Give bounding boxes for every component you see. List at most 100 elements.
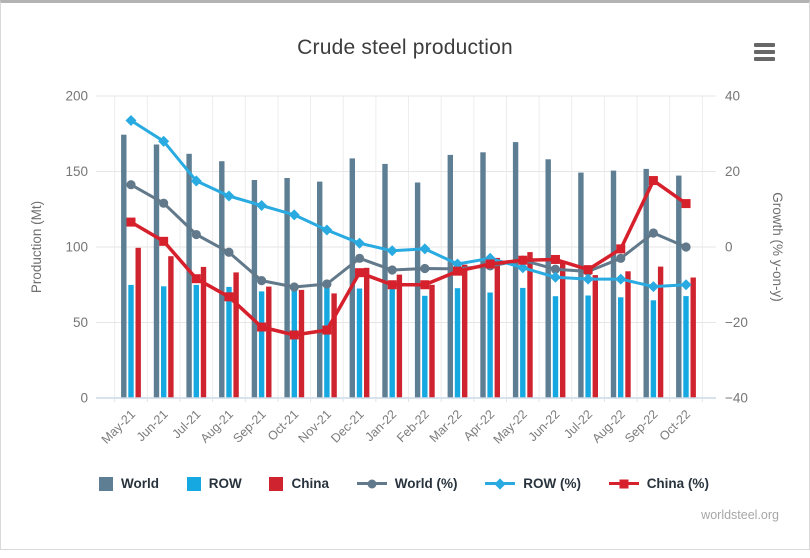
bar-row-Jul-21[interactable]	[193, 284, 199, 398]
point-row--Jul-21[interactable]	[190, 175, 202, 187]
bar-world-Apr-22[interactable]	[480, 152, 486, 398]
bar-china-Jan-22[interactable]	[396, 274, 403, 398]
chart-plot-area[interactable]: 0 50 100 150 200 −40 −20 0 20 40 Production (Mt) Gr…	[1, 3, 810, 553]
point-china--May-22[interactable]	[518, 255, 528, 265]
point-row--Sep-21[interactable]	[256, 199, 268, 211]
point-world--Jun-21[interactable]	[159, 198, 169, 208]
bar-row-May-21[interactable]	[128, 284, 134, 398]
point-row--Sep-22[interactable]	[647, 281, 659, 293]
point-china--Aug-21[interactable]	[224, 292, 234, 302]
point-china--Jun-21[interactable]	[159, 236, 169, 246]
point-row--Aug-21[interactable]	[223, 190, 235, 202]
bar-row-Nov-21[interactable]	[324, 286, 330, 398]
bar-world-Jun-22[interactable]	[545, 159, 551, 398]
bar-china-Dec-21[interactable]	[364, 267, 370, 398]
bar-china-Aug-22[interactable]	[625, 271, 631, 398]
bar-row-Aug-21[interactable]	[226, 286, 232, 398]
point-china--Jul-21[interactable]	[191, 274, 201, 284]
point-row--Nov-21[interactable]	[321, 224, 333, 236]
point-world--Sep-22[interactable]	[648, 228, 659, 238]
point-row--Oct-21[interactable]	[288, 209, 300, 221]
point-china--Oct-22[interactable]	[681, 199, 691, 209]
point-china--Apr-22[interactable]	[485, 259, 495, 269]
hamburger-menu-icon[interactable]	[754, 43, 775, 64]
point-world--May-21[interactable]	[126, 180, 136, 190]
bar-row-Jan-22[interactable]	[389, 287, 395, 398]
point-china--Jan-22[interactable]	[387, 280, 397, 290]
point-row--Jul-22[interactable]	[582, 273, 594, 285]
bar-row-Apr-22[interactable]	[487, 292, 493, 399]
point-world--Sep-21[interactable]	[257, 275, 267, 286]
bar-world-Aug-21[interactable]	[219, 161, 225, 398]
bar-china-Sep-22[interactable]	[657, 266, 664, 398]
point-world--Aug-22[interactable]	[616, 253, 626, 263]
bar-china-Mar-22[interactable]	[462, 264, 468, 398]
bar-world-Jun-21[interactable]	[153, 144, 160, 399]
bar-world-Nov-21[interactable]	[317, 181, 323, 398]
legend-item-china-pct[interactable]: China (%)	[608, 476, 709, 491]
point-world--Nov-21[interactable]	[322, 279, 332, 289]
bar-china-Apr-22[interactable]	[494, 257, 500, 398]
point-world--Feb-22[interactable]	[420, 263, 430, 274]
point-china--Sep-22[interactable]	[648, 176, 658, 186]
bar-world-Mar-22[interactable]	[447, 154, 453, 398]
point-world--Dec-21[interactable]	[354, 253, 365, 263]
point-china--Jul-22[interactable]	[583, 265, 593, 275]
point-row--Jun-21[interactable]	[158, 135, 170, 147]
bar-china-Aug-21[interactable]	[233, 272, 239, 398]
bar-row-Oct-22[interactable]	[683, 296, 689, 398]
bar-china-Jul-21[interactable]	[200, 266, 207, 398]
bar-china-Jun-22[interactable]	[560, 261, 566, 398]
point-china--Mar-22[interactable]	[453, 266, 462, 276]
legend-item-world-pct[interactable]: World (%)	[356, 476, 457, 491]
legend-item-row[interactable]: ROW	[186, 476, 242, 491]
bar-china-May-22[interactable]	[527, 252, 533, 398]
bar-row-Feb-22[interactable]	[422, 295, 428, 398]
bar-world-Dec-21[interactable]	[349, 158, 355, 398]
point-china--Sep-21[interactable]	[257, 322, 267, 332]
point-row--Aug-22[interactable]	[615, 273, 627, 285]
bar-row-Aug-22[interactable]	[618, 297, 624, 398]
point-world--Jul-21[interactable]	[191, 229, 201, 240]
point-china--Jun-22[interactable]	[550, 254, 560, 264]
bar-china-Feb-22[interactable]	[429, 284, 435, 399]
bar-row-Jul-22[interactable]	[585, 295, 591, 399]
bar-row-Jun-22[interactable]	[552, 296, 559, 398]
bar-world-Oct-21[interactable]	[284, 178, 290, 398]
bar-world-May-21[interactable]	[121, 134, 127, 398]
point-world--Aug-21[interactable]	[224, 247, 234, 257]
bar-china-Jun-21[interactable]	[168, 256, 174, 398]
legend-item-china[interactable]: China	[269, 476, 329, 491]
bar-china-Jul-22[interactable]	[592, 275, 598, 398]
bar-row-May-22[interactable]	[520, 287, 526, 398]
bar-world-Sep-21[interactable]	[251, 180, 258, 398]
bar-world-Oct-22[interactable]	[676, 175, 682, 398]
bar-china-May-21[interactable]	[135, 247, 141, 398]
point-china--Dec-21[interactable]	[355, 268, 365, 278]
bar-world-May-22[interactable]	[512, 142, 519, 398]
point-china--Nov-21[interactable]	[322, 325, 332, 335]
bar-china-Sep-21[interactable]	[266, 286, 272, 398]
point-world--Oct-21[interactable]	[289, 282, 299, 292]
bar-china-Oct-21[interactable]	[298, 289, 305, 398]
bar-row-Oct-21[interactable]	[291, 286, 297, 398]
bar-row-Sep-21[interactable]	[258, 291, 265, 398]
point-world--Jan-22[interactable]	[387, 265, 397, 275]
point-row--Feb-22[interactable]	[419, 243, 431, 255]
point-china--Oct-21[interactable]	[289, 330, 299, 340]
bar-row-Jun-21[interactable]	[161, 286, 167, 398]
bar-world-Aug-22[interactable]	[610, 170, 617, 398]
point-row--Jun-22[interactable]	[549, 271, 561, 283]
bar-world-Jul-21[interactable]	[186, 153, 192, 398]
legend-item-row-pct[interactable]: ROW (%)	[485, 476, 581, 491]
bar-world-Feb-22[interactable]	[414, 182, 421, 399]
bar-china-Nov-21[interactable]	[331, 293, 337, 398]
bar-row-Mar-22[interactable]	[454, 288, 461, 398]
point-world--Jun-22[interactable]	[550, 264, 561, 274]
bar-row-Sep-22[interactable]	[650, 300, 657, 398]
point-row--Oct-22[interactable]	[680, 279, 692, 291]
bar-world-Jul-22[interactable]	[578, 172, 584, 398]
point-china--May-21[interactable]	[126, 217, 136, 227]
legend-item-world[interactable]: World	[99, 476, 159, 491]
bar-row-Dec-21[interactable]	[356, 288, 363, 399]
